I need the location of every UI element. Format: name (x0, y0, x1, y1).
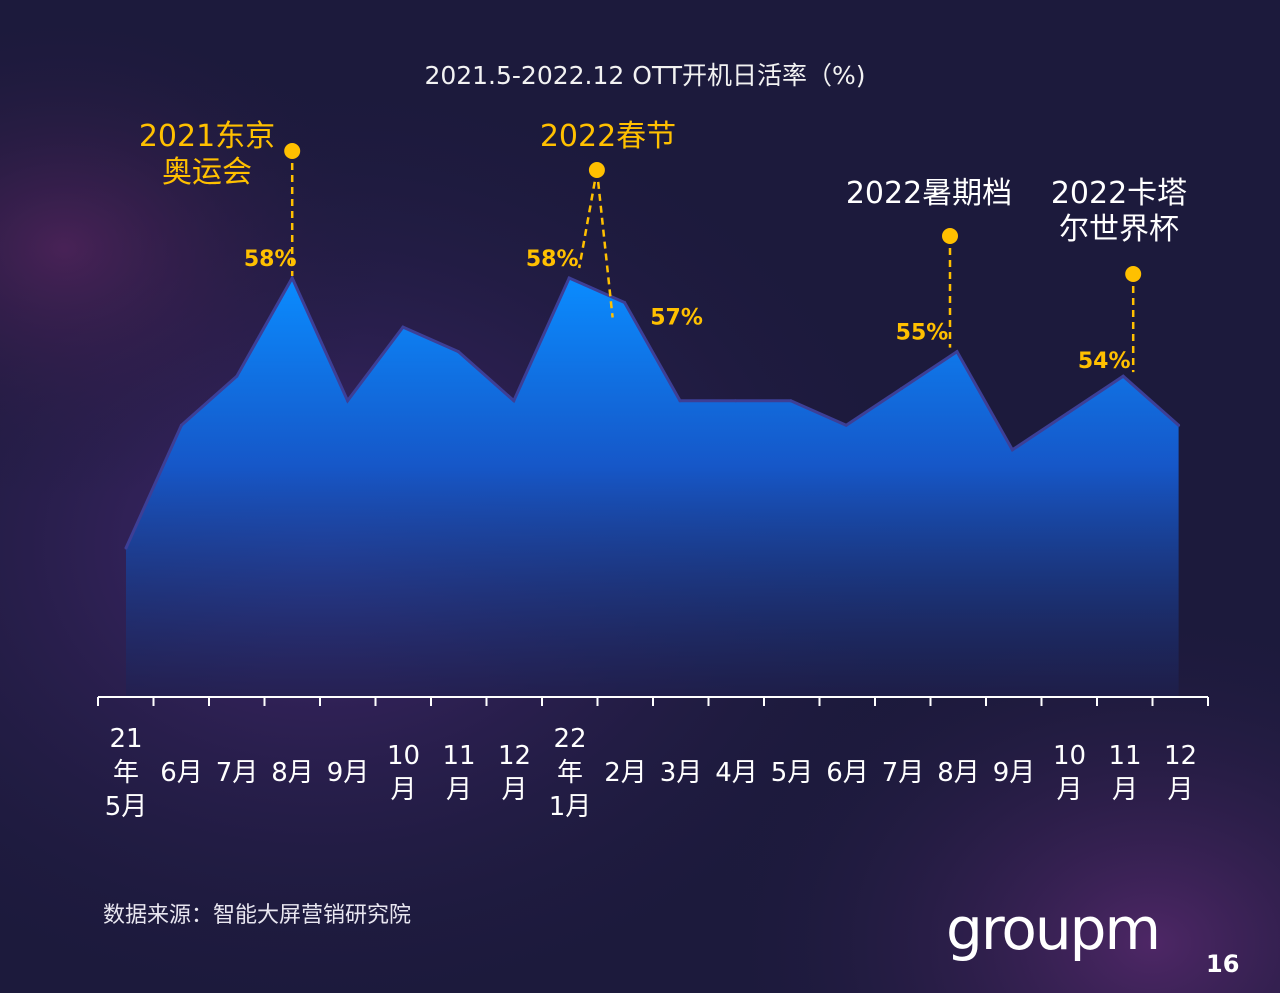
x-tick-label: 22 年 1月 (549, 724, 592, 822)
data-point (179, 423, 183, 427)
data-point (235, 374, 239, 378)
data-point (1121, 374, 1125, 378)
x-tick-label: 8月 (937, 758, 980, 788)
data-point (512, 399, 516, 403)
annotation-label: 2021东京奥运会 (139, 119, 275, 190)
data-point (955, 350, 959, 354)
x-tick-label: 9月 (993, 758, 1036, 788)
annotation-label: 2022卡塔尔世界杯 (1051, 176, 1187, 247)
data-point (733, 399, 737, 403)
x-tick-label: 5月 (771, 758, 814, 788)
annotation-dot (284, 143, 301, 159)
groupm-logo: groupm (946, 895, 1161, 963)
data-point (1177, 423, 1181, 427)
leader-line (577, 169, 599, 269)
data-label: 58% (526, 247, 579, 272)
data-point (456, 350, 460, 354)
x-tick-label: 10 月 (387, 741, 420, 805)
x-tick-label: 7月 (216, 758, 259, 788)
data-point (789, 399, 793, 403)
data-point (900, 387, 904, 390)
data-point (678, 399, 682, 403)
x-tick-label: 12 月 (498, 741, 531, 805)
data-point (567, 276, 571, 280)
x-tick-label: 4月 (715, 758, 758, 788)
x-tick-label: 3月 (660, 758, 703, 788)
page-number: 16 (1206, 950, 1240, 978)
annotation-label: 2022春节 (540, 119, 676, 154)
data-source-note: 数据来源：智能大屏营销研究院 (103, 903, 412, 928)
x-tick-label: 6月 (160, 758, 203, 788)
x-tick-label: 9月 (327, 758, 370, 788)
x-tick-label: 6月 (826, 758, 869, 788)
data-point (346, 399, 350, 403)
data-label: 58% (244, 247, 297, 272)
data-point (844, 423, 848, 427)
annotation-dot (1125, 266, 1142, 282)
x-tick-label: 10 月 (1053, 741, 1086, 805)
data-point (124, 546, 128, 550)
annotation-label: 2022暑期档 (846, 176, 1012, 211)
data-point (1066, 411, 1070, 415)
series-area (126, 278, 1179, 697)
x-tick-label: 11 月 (1108, 741, 1141, 805)
x-tick-label: 8月 (271, 758, 314, 788)
x-tick-label: 11 月 (442, 741, 475, 805)
data-point (290, 276, 294, 280)
x-tick-label: 7月 (882, 758, 925, 788)
x-tick-label: 21 年 5月 (105, 724, 148, 822)
chart-title: 2021.5-2022.12 OTT开机日活率（%) (424, 61, 866, 90)
data-point (1010, 448, 1014, 452)
x-tick-label: 2月 (604, 758, 647, 788)
data-label: 57% (650, 306, 703, 331)
data-label: 55% (896, 321, 949, 346)
series-line (124, 274, 1180, 549)
annotation-dot (588, 162, 605, 178)
annotation-dot (942, 228, 958, 244)
x-tick-label: 12 月 (1164, 741, 1197, 805)
data-point (623, 301, 627, 304)
data-point (401, 325, 405, 329)
data-label: 54% (1078, 349, 1131, 374)
leader-line (595, 169, 614, 318)
